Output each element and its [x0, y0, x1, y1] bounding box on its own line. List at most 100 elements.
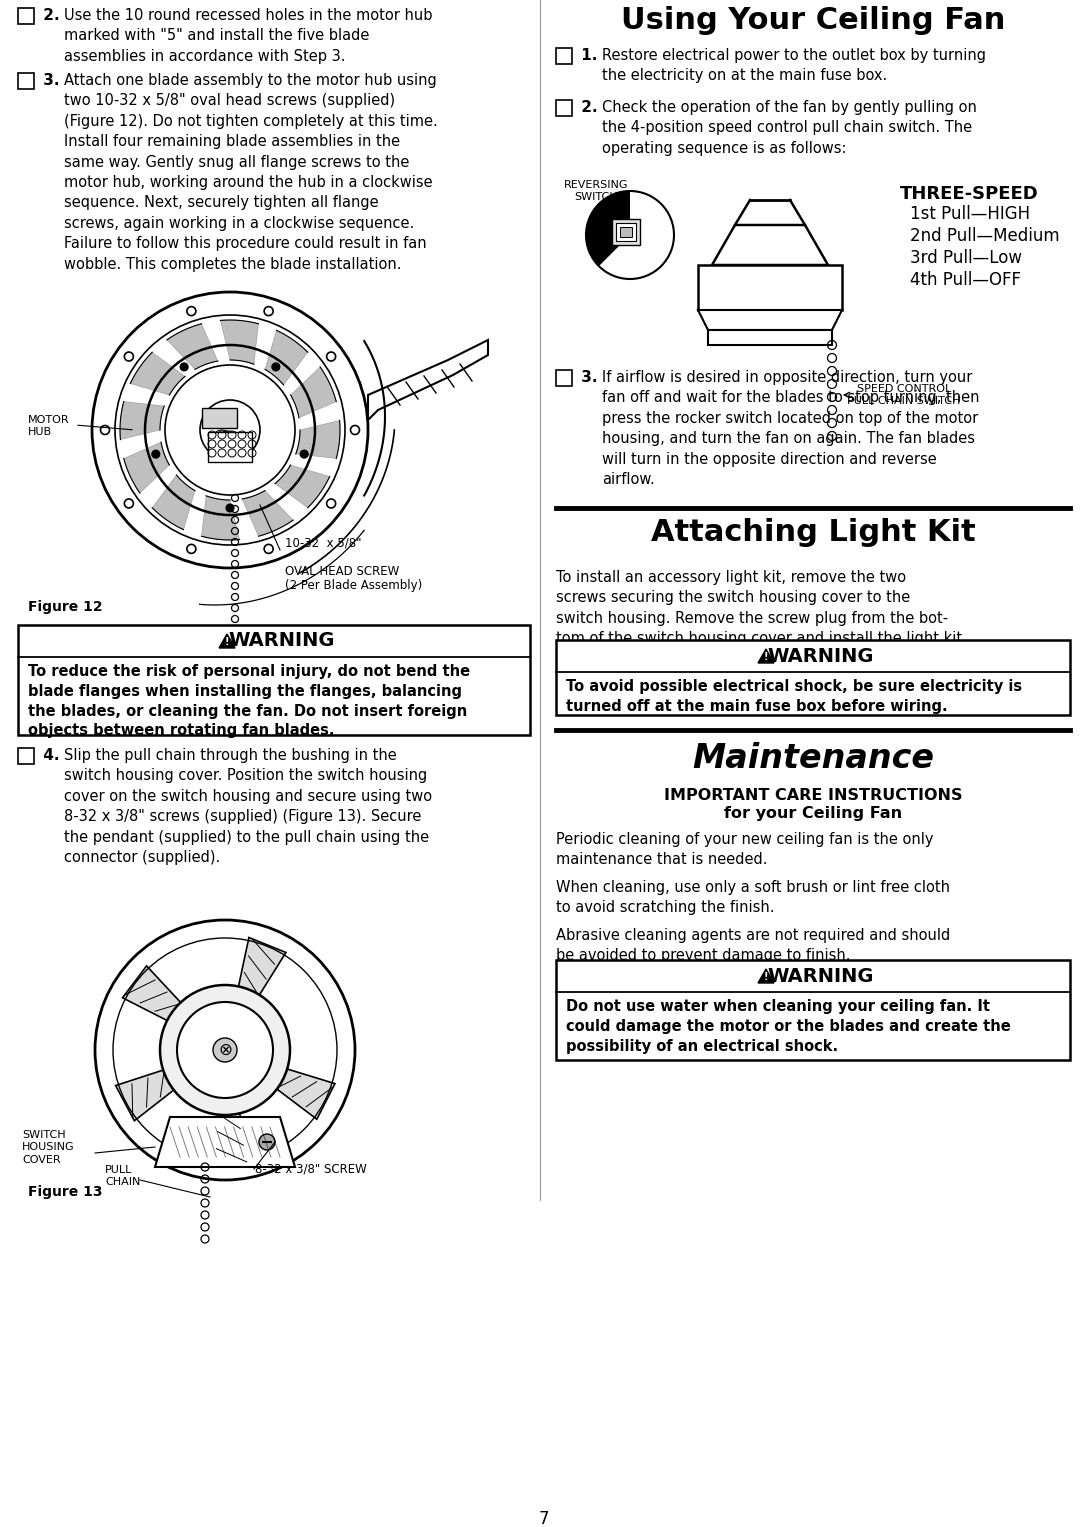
Bar	[556, 370, 572, 386]
Circle shape	[226, 504, 234, 512]
Circle shape	[326, 353, 335, 360]
Polygon shape	[211, 1104, 251, 1164]
Text: REVERSING
SWITCH: REVERSING SWITCH	[564, 180, 629, 203]
Text: 7: 7	[539, 1510, 549, 1527]
Bar	[18, 73, 34, 89]
Polygon shape	[269, 1066, 335, 1119]
Circle shape	[272, 363, 280, 371]
Polygon shape	[712, 224, 828, 266]
Circle shape	[213, 1038, 237, 1061]
Text: 1.: 1.	[576, 47, 597, 63]
Text: ⊗: ⊗	[218, 1041, 232, 1060]
Polygon shape	[236, 938, 286, 1003]
Text: IMPORTANT CARE INSTRUCTIONS: IMPORTANT CARE INSTRUCTIONS	[664, 788, 962, 803]
Text: Maintenance: Maintenance	[692, 742, 934, 776]
Polygon shape	[219, 634, 235, 647]
Text: Abrasive cleaning agents are not required and should
be avoided to prevent damag: Abrasive cleaning agents are not require…	[556, 928, 950, 964]
Text: WARNING: WARNING	[768, 967, 875, 985]
Text: 4.: 4.	[38, 748, 60, 764]
Text: Slip the pull chain through the bushing in the
switch housing cover. Position th: Slip the pull chain through the bushing …	[64, 748, 432, 864]
Polygon shape	[154, 1116, 295, 1167]
Polygon shape	[265, 330, 308, 385]
Bar	[556, 960, 1070, 1060]
Polygon shape	[115, 1067, 182, 1121]
Text: SPEED CONTROL
PULL CHAIN SWITCH: SPEED CONTROL PULL CHAIN SWITCH	[846, 383, 961, 406]
Text: WARNING: WARNING	[228, 632, 335, 651]
Circle shape	[350, 426, 359, 435]
Text: Figure 13: Figure 13	[28, 1185, 102, 1199]
Polygon shape	[758, 970, 774, 983]
Text: PULL
CHAIN: PULL CHAIN	[106, 1165, 140, 1188]
Circle shape	[177, 1002, 273, 1098]
Polygon shape	[296, 420, 339, 458]
Circle shape	[124, 499, 134, 508]
Circle shape	[181, 363, 188, 371]
Text: 3rd Pull—Low: 3rd Pull—Low	[910, 249, 1022, 267]
Text: 3.: 3.	[576, 370, 597, 385]
Text: 8-32 x 3/8" SCREW: 8-32 x 3/8" SCREW	[255, 1164, 367, 1176]
Text: Use the 10 round recessed holes in the motor hub
marked with "5" and install the: Use the 10 round recessed holes in the m…	[64, 8, 433, 64]
Text: Figure 12: Figure 12	[28, 600, 102, 614]
Circle shape	[326, 499, 335, 508]
Polygon shape	[221, 321, 259, 365]
Polygon shape	[131, 353, 185, 395]
Bar	[611, 218, 640, 244]
Bar	[556, 99, 572, 116]
Polygon shape	[201, 496, 239, 541]
Text: THREE-SPEED: THREE-SPEED	[900, 185, 1039, 203]
Text: To install an accessory light kit, remove the two
screws securing the switch hou: To install an accessory light kit, remov…	[556, 570, 962, 667]
Bar	[202, 408, 237, 428]
Circle shape	[160, 985, 290, 1115]
Circle shape	[187, 307, 196, 316]
Text: 2.: 2.	[576, 99, 597, 115]
Circle shape	[259, 1135, 275, 1150]
Text: !: !	[764, 973, 768, 982]
Bar	[18, 625, 530, 734]
Text: Periodic cleaning of your new ceiling fan is the only
maintenance that is needed: Periodic cleaning of your new ceiling fa…	[556, 832, 934, 867]
Bar	[556, 640, 1070, 715]
Text: (2 Per Blade Assembly): (2 Per Blade Assembly)	[285, 579, 422, 592]
Text: SWITCH
HOUSING
COVER: SWITCH HOUSING COVER	[22, 1130, 75, 1165]
Text: 10-32  x 5/8": 10-32 x 5/8"	[285, 538, 361, 550]
Text: Attach one blade assembly to the motor hub using
two 10-32 x 5/8" oval head scre: Attach one blade assembly to the motor h…	[64, 73, 437, 272]
Circle shape	[586, 191, 673, 279]
Polygon shape	[152, 475, 195, 530]
Text: !: !	[764, 652, 768, 663]
Polygon shape	[698, 310, 842, 330]
Text: 2.: 2.	[38, 8, 60, 23]
Polygon shape	[758, 649, 774, 663]
Text: 3.: 3.	[38, 73, 60, 89]
Bar	[208, 432, 252, 463]
Bar	[18, 8, 34, 24]
Polygon shape	[243, 490, 293, 536]
Polygon shape	[290, 366, 336, 418]
Text: WARNING: WARNING	[768, 646, 875, 666]
Polygon shape	[120, 402, 164, 440]
Text: 2nd Pull—Medium: 2nd Pull—Medium	[910, 228, 1060, 244]
Circle shape	[300, 450, 308, 458]
Text: Restore electrical power to the outlet box by turning
the electricity on at the : Restore electrical power to the outlet b…	[602, 47, 986, 84]
Polygon shape	[368, 341, 489, 420]
Text: To reduce the risk of personal injury, do not bend the
blade flanges when instal: To reduce the risk of personal injury, d…	[28, 664, 470, 739]
Text: If airflow is desired in opposite direction, turn your
fan off and wait for the : If airflow is desired in opposite direct…	[602, 370, 979, 487]
Text: Check the operation of the fan by gently pulling on
the 4-position speed control: Check the operation of the fan by gently…	[602, 99, 977, 156]
Text: !: !	[225, 637, 230, 647]
Polygon shape	[123, 967, 187, 1025]
Bar	[616, 223, 636, 241]
Circle shape	[264, 307, 273, 316]
Text: Attaching Light Kit: Attaching Light Kit	[651, 518, 975, 547]
Bar	[620, 228, 632, 237]
Circle shape	[264, 545, 273, 553]
Text: To avoid possible electrical shock, be sure electricity is
turned off at the mai: To avoid possible electrical shock, be s…	[566, 680, 1022, 713]
Text: 1st Pull—HIGH: 1st Pull—HIGH	[910, 205, 1030, 223]
Bar	[708, 330, 832, 345]
Bar	[18, 748, 34, 764]
Bar	[556, 47, 572, 64]
Circle shape	[100, 426, 110, 435]
Polygon shape	[166, 324, 218, 370]
Polygon shape	[124, 443, 170, 493]
Circle shape	[124, 353, 134, 360]
Text: Using Your Ceiling Fan: Using Your Ceiling Fan	[621, 6, 1005, 35]
Polygon shape	[275, 466, 330, 508]
Bar	[698, 266, 842, 310]
